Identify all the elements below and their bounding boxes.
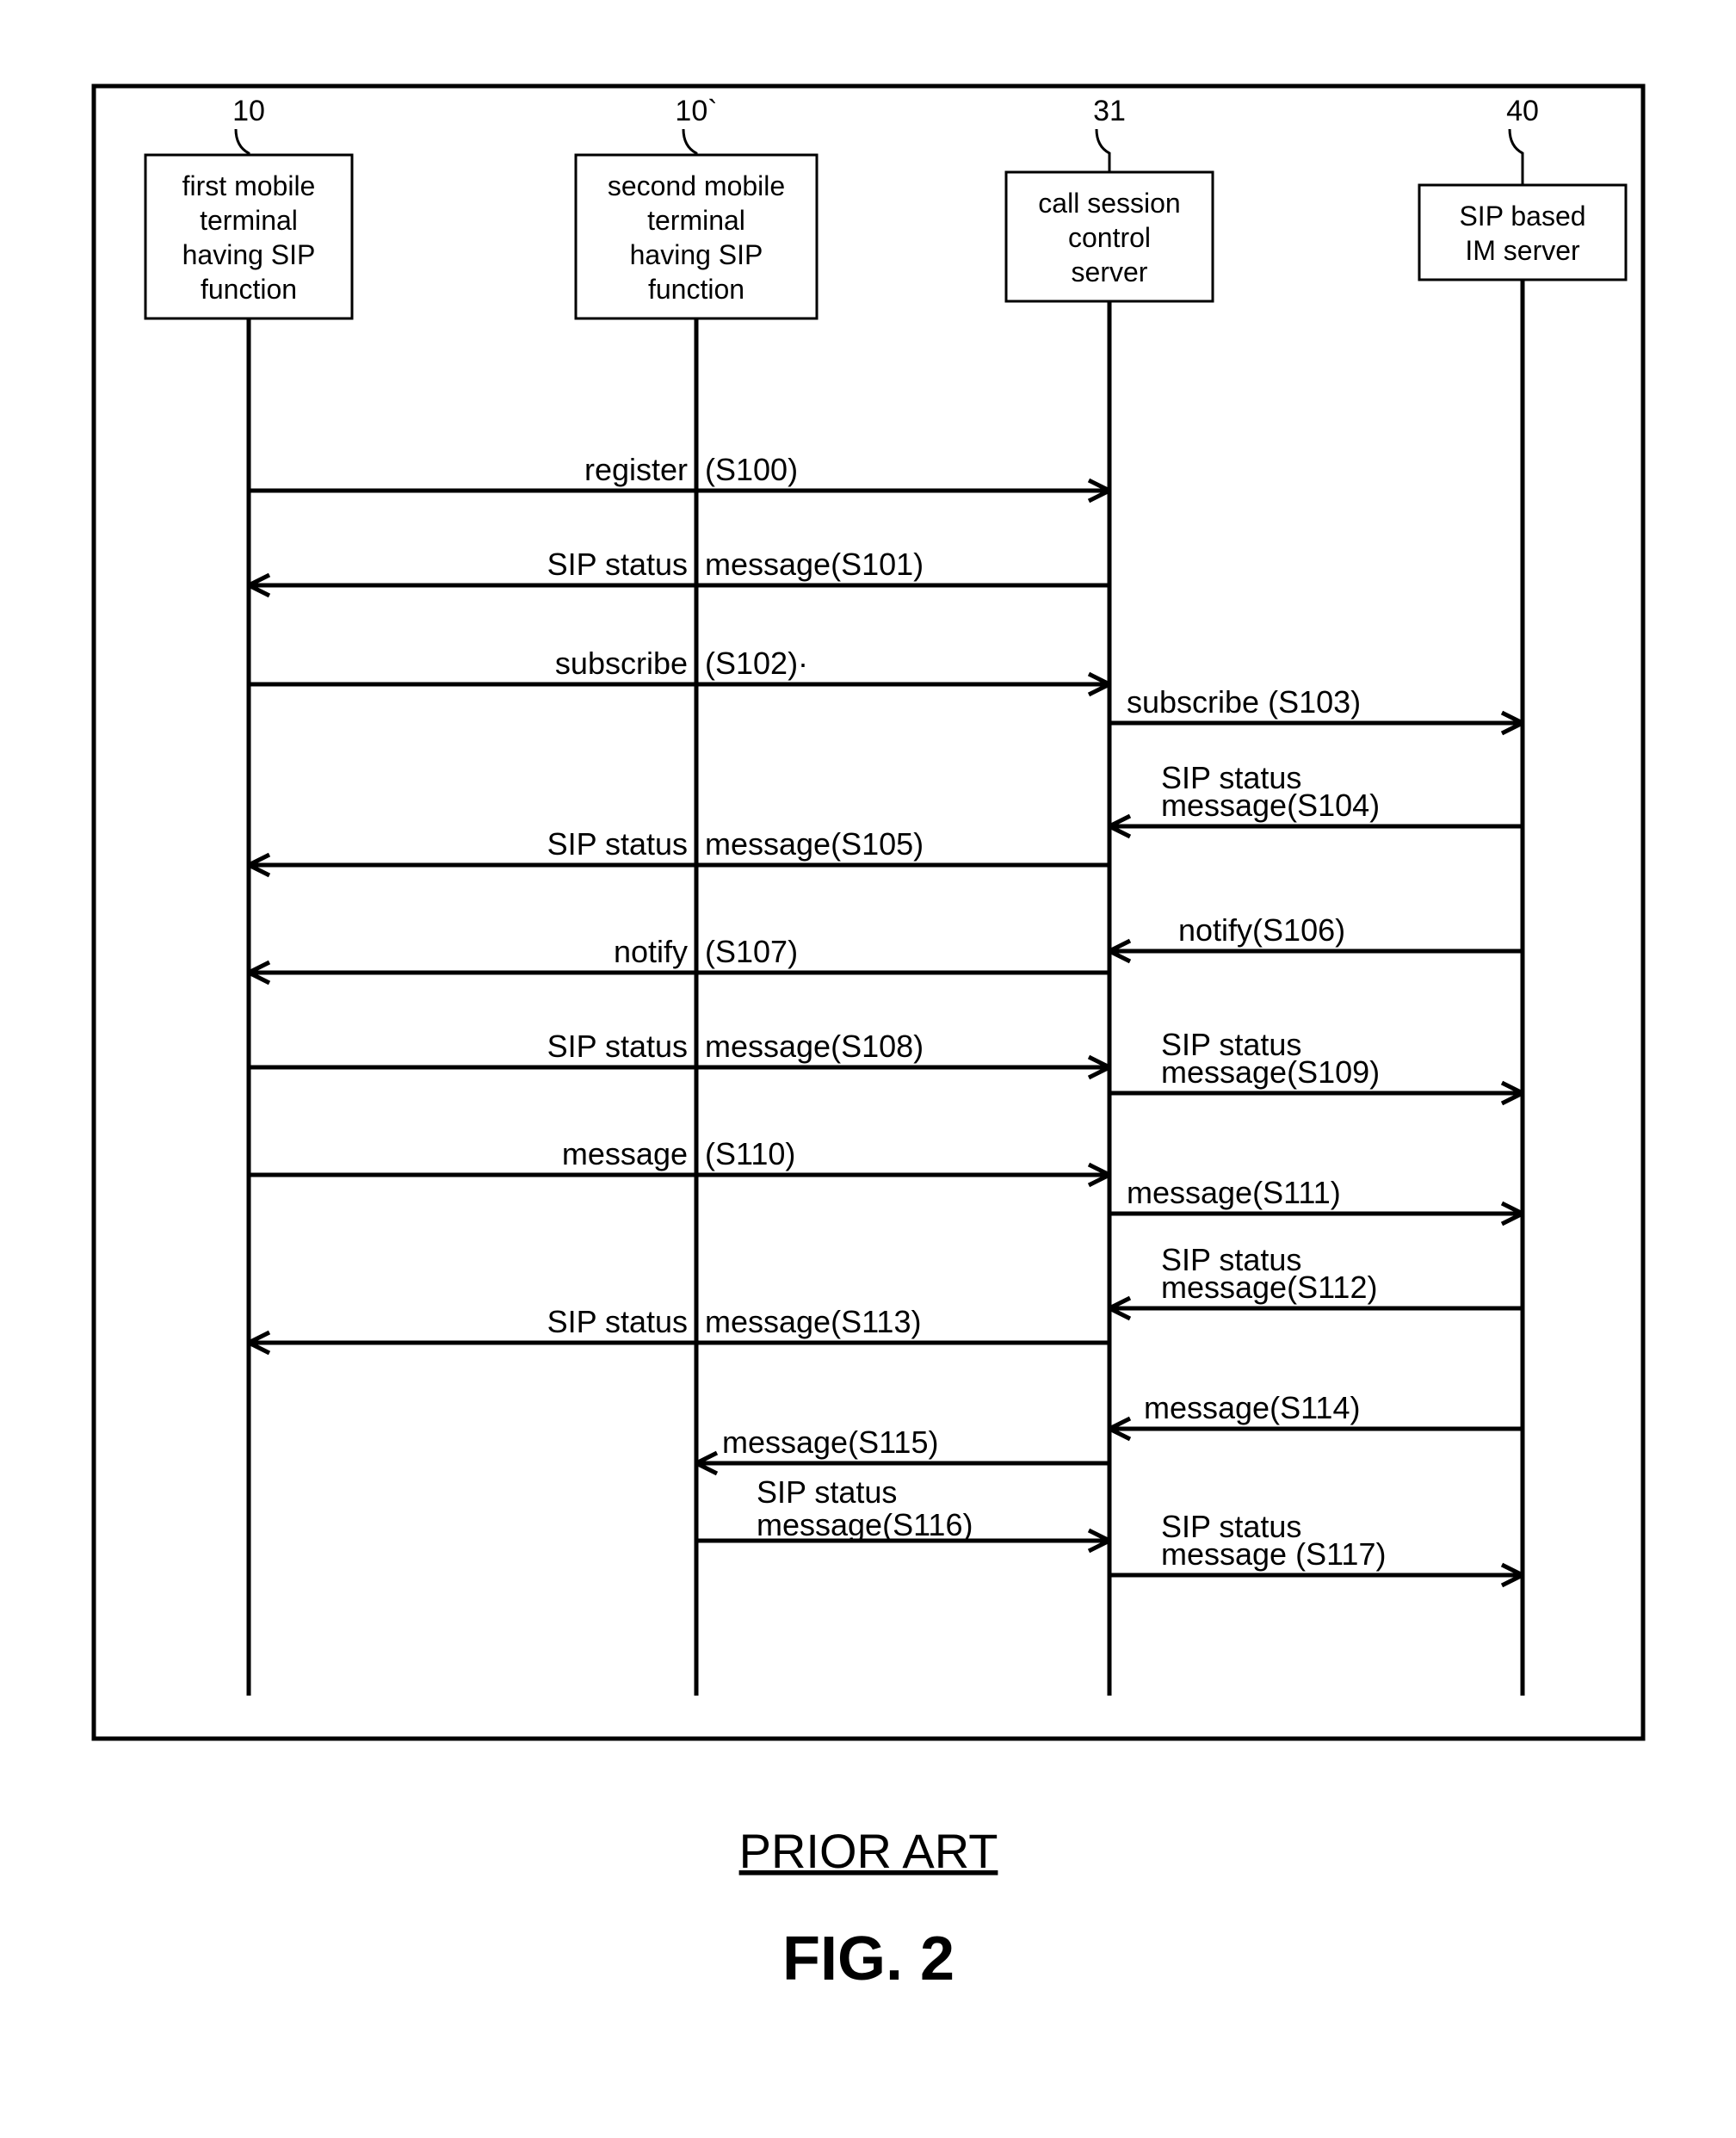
- lifeline-t1: first mobile terminalhaving SIP function: [145, 155, 352, 318]
- message-8: SIP status message(S108): [249, 1029, 1109, 1078]
- svg-text:31: 31: [1093, 95, 1126, 127]
- svg-text:IM server: IM server: [1465, 235, 1580, 266]
- diagram-svg: 10first mobileterminalhaving SIPfunction…: [42, 34, 1695, 2083]
- message-9: SIP statusmessage(S109): [1109, 1027, 1523, 1103]
- svg-text:(S100): (S100): [705, 452, 798, 487]
- message-6: notify(S106): [1109, 912, 1523, 961]
- svg-text:function: function: [200, 274, 296, 305]
- svg-text:having SIP: having SIP: [182, 239, 315, 270]
- svg-text:message(S115): message(S115): [722, 1424, 938, 1460]
- message-0: register (S100): [249, 452, 1109, 501]
- svg-text:(S102)·: (S102)·: [705, 646, 808, 681]
- svg-text:message: message: [561, 1136, 687, 1171]
- svg-text:having SIP: having SIP: [629, 239, 763, 270]
- message-13: SIP status message(S113): [249, 1304, 1109, 1353]
- svg-text:SIP status: SIP status: [547, 826, 687, 862]
- svg-text:SIP status: SIP status: [547, 1304, 687, 1339]
- svg-text:message(S113): message(S113): [705, 1304, 921, 1339]
- caption-prior-art: PRIOR ART: [738, 1824, 998, 1878]
- svg-text:message(S114): message(S114): [1144, 1390, 1360, 1425]
- message-12: SIP statusmessage(S112): [1109, 1242, 1523, 1319]
- svg-text:notify(S106): notify(S106): [1178, 912, 1345, 948]
- message-5: SIP status message(S105): [249, 826, 1109, 875]
- sequence-diagram: 10first mobileterminalhaving SIPfunction…: [42, 34, 1695, 2083]
- svg-text:notify: notify: [613, 934, 687, 969]
- svg-text:SIP status: SIP status: [757, 1474, 897, 1510]
- message-11: message(S111): [1109, 1175, 1523, 1224]
- svg-text:(S107): (S107): [705, 934, 798, 969]
- message-2: subscribe (S102)·: [249, 646, 1109, 695]
- svg-text:40: 40: [1506, 95, 1539, 127]
- lifeline-im: SIP basedIM server: [1419, 185, 1626, 280]
- svg-text:message(S108): message(S108): [705, 1029, 924, 1064]
- svg-text:first mobile: first mobile: [182, 170, 315, 201]
- svg-text:call session: call session: [1038, 188, 1180, 219]
- svg-text:(S110): (S110): [705, 1136, 795, 1171]
- svg-text:terminal: terminal: [647, 205, 745, 236]
- svg-text:register: register: [584, 452, 687, 487]
- svg-text:message(S116): message(S116): [757, 1507, 973, 1542]
- message-1: SIP status message(S101): [249, 547, 1109, 596]
- svg-text:subscribe: subscribe: [554, 646, 687, 681]
- svg-text:SIP status: SIP status: [547, 547, 687, 582]
- svg-text:second mobile: second mobile: [607, 170, 784, 201]
- message-10: message (S110): [249, 1136, 1109, 1185]
- message-14: message(S114): [1109, 1390, 1523, 1439]
- svg-text:function: function: [647, 274, 744, 305]
- svg-text:SIP based: SIP based: [1459, 201, 1585, 232]
- svg-text:10`: 10`: [675, 95, 717, 127]
- svg-text:subscribe (S103): subscribe (S103): [1127, 684, 1361, 720]
- svg-text:10: 10: [232, 95, 265, 127]
- svg-text:message(S111): message(S111): [1127, 1175, 1341, 1210]
- message-17: SIP statusmessage (S117): [1109, 1509, 1523, 1585]
- message-3: subscribe (S103): [1109, 684, 1523, 733]
- message-4: SIP statusmessage(S104): [1109, 760, 1523, 837]
- svg-text:server: server: [1071, 256, 1147, 287]
- svg-text:control: control: [1067, 222, 1150, 253]
- svg-text:message(S109): message(S109): [1161, 1054, 1380, 1090]
- svg-text:message(S104): message(S104): [1161, 788, 1380, 823]
- svg-text:SIP status: SIP status: [547, 1029, 687, 1064]
- svg-text:message(S105): message(S105): [705, 826, 924, 862]
- svg-text:message (S117): message (S117): [1161, 1536, 1386, 1572]
- lifeline-t2: second mobile terminalhaving SIP function: [576, 155, 817, 318]
- message-7: notify (S107): [249, 934, 1109, 983]
- message-16: SIP statusmessage(S116): [696, 1474, 1109, 1551]
- svg-text:terminal: terminal: [200, 205, 298, 236]
- figure-number: FIG. 2: [782, 1925, 954, 1993]
- lifeline-cs: call sessioncontrolserver: [1006, 172, 1213, 301]
- svg-text:message(S101): message(S101): [705, 547, 924, 582]
- svg-text:message(S112): message(S112): [1161, 1270, 1377, 1305]
- message-15: message(S115): [696, 1424, 1109, 1474]
